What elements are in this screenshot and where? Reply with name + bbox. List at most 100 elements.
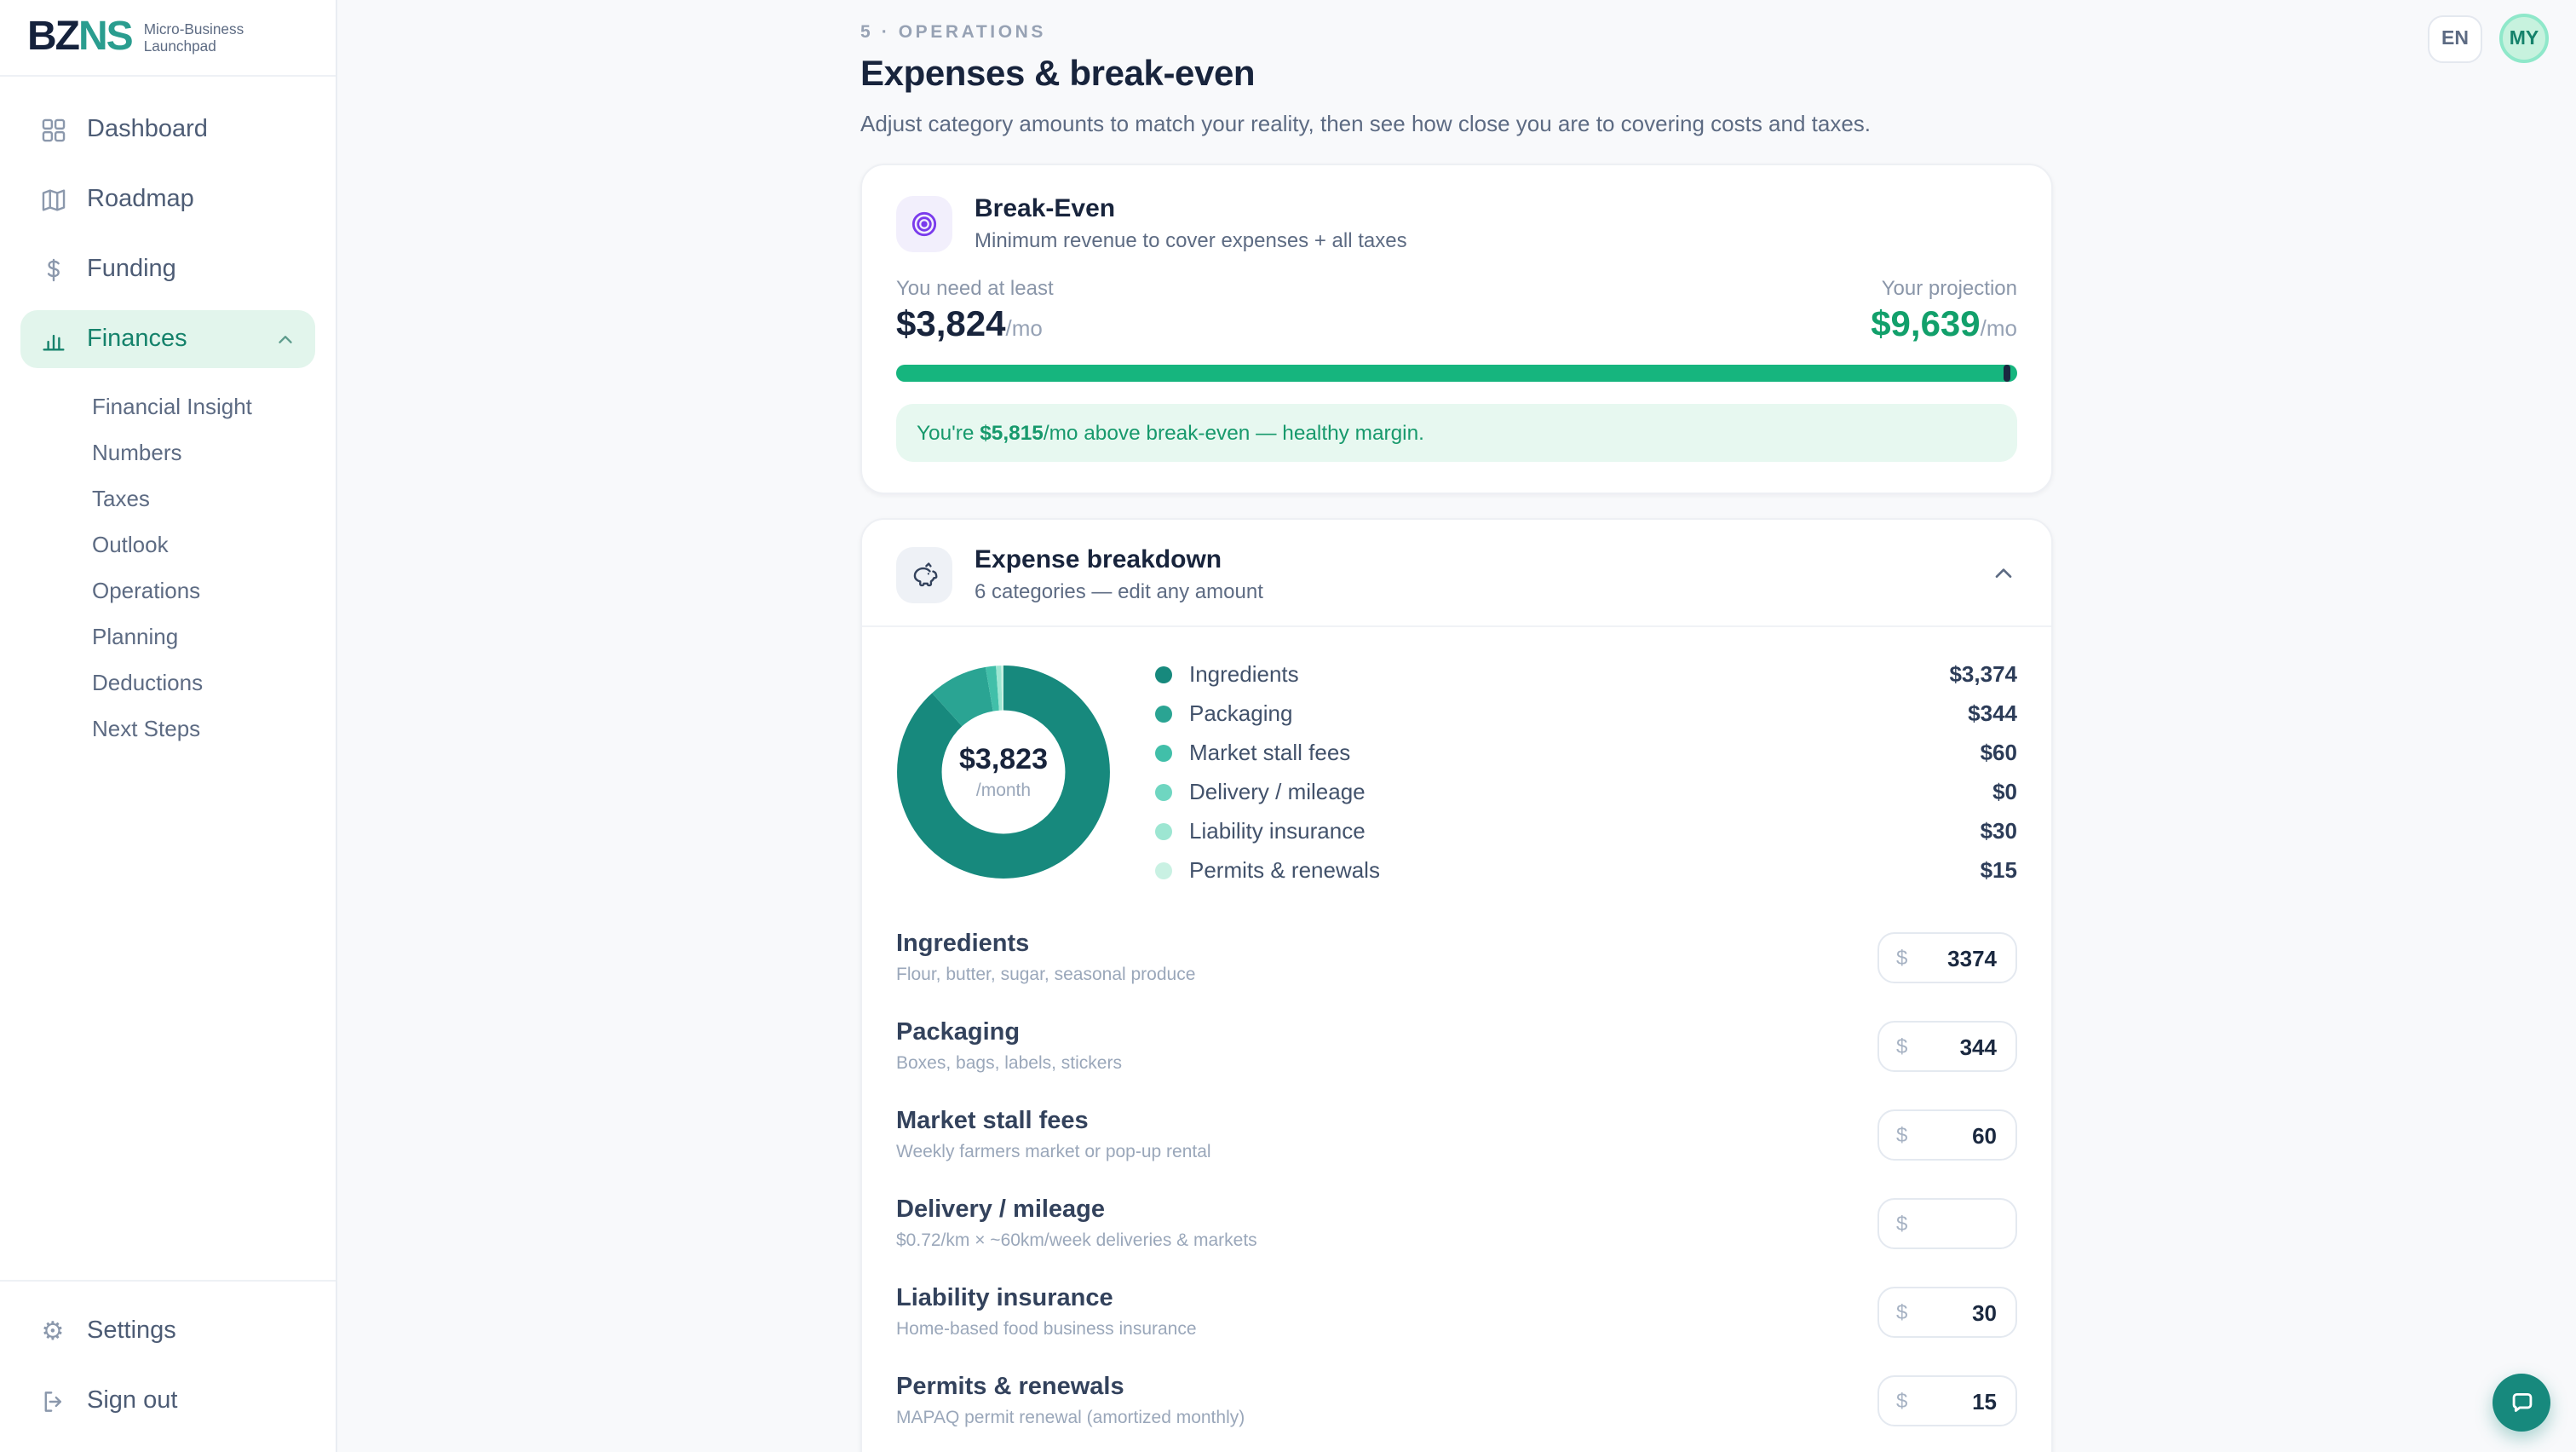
currency-symbol: $: [1896, 1212, 1908, 1236]
sidebar-subitem-taxes[interactable]: Taxes: [92, 486, 150, 511]
amount-input-delivery-mileage[interactable]: [1907, 1211, 1997, 1236]
sidebar-item-sign-out[interactable]: Sign out: [20, 1372, 315, 1430]
currency-symbol: $: [1896, 946, 1908, 970]
brand-tagline: Micro-Business Launchpad: [143, 20, 244, 55]
sidebar-item-funding[interactable]: Funding: [20, 240, 315, 298]
expense-description: Home-based food business insurance: [896, 1319, 1197, 1340]
logo-wordmark: BZNS: [27, 14, 134, 60]
legend-value: $3,374: [1949, 661, 2017, 687]
sidebar-item-label: Roadmap: [87, 186, 194, 213]
sidebar-item-label: Settings: [87, 1317, 176, 1345]
legend-label: Ingredients: [1189, 661, 1299, 687]
amount-input-packaging[interactable]: [1907, 1034, 1997, 1059]
sidebar-item-label: Sign out: [87, 1387, 178, 1415]
avatar[interactable]: MY: [2499, 14, 2549, 63]
expense-breakdown-card: Expense breakdown 6 categories — edit an…: [860, 518, 2053, 1452]
legend-dot: [1155, 822, 1172, 839]
card-subtitle: Minimum revenue to cover expenses + all …: [975, 228, 1407, 252]
amount-input-box: $: [1877, 1198, 2017, 1249]
legend-value: $344: [1968, 700, 2017, 726]
expense-description: Weekly farmers market or pop-up rental: [896, 1142, 1211, 1162]
sidebar: BZNS Micro-Business Launchpad Dashboard R…: [0, 0, 337, 1452]
sidebar-item-dashboard[interactable]: Dashboard: [20, 101, 315, 158]
legend-label: Permits & renewals: [1189, 857, 1380, 883]
expense-label: Market stall fees: [896, 1108, 1089, 1135]
margin-message: You're $5,815/mo above break-even — heal…: [896, 404, 2017, 462]
expense-row-market-stall-fees: Market stall fees Weekly farmers market o…: [896, 1091, 2017, 1179]
legend-label: Liability insurance: [1189, 818, 1366, 844]
sidebar-item-label: Funding: [87, 256, 176, 283]
card-subtitle: 6 categories — edit any amount: [975, 579, 1263, 603]
section-eyebrow: 5 · OPERATIONS: [860, 22, 1047, 43]
amount-input-box: $: [1877, 1109, 2017, 1161]
amount-input-box: $: [1877, 1287, 2017, 1338]
currency-symbol: $: [1896, 1300, 1908, 1324]
legend-value: $15: [1980, 857, 2017, 883]
expense-label: Ingredients: [896, 931, 1030, 958]
legend-dot: [1155, 783, 1172, 800]
legend-label: Packaging: [1189, 700, 1293, 726]
sidebar-subitem-financial-insight[interactable]: Financial Insight: [92, 394, 252, 419]
chat-button[interactable]: [2493, 1374, 2550, 1432]
finances-subnav: Financial Insight Numbers Taxes Outlook Oper…: [20, 380, 315, 752]
sidebar-subitem-outlook[interactable]: Outlook: [92, 532, 169, 557]
legend-item-packaging: Packaging $344: [1155, 694, 2017, 733]
card-title: Break-Even: [975, 194, 1116, 223]
language-button[interactable]: EN: [2428, 14, 2482, 62]
amount-input-box: $: [1877, 1021, 2017, 1072]
sign-out-icon: [37, 1386, 68, 1416]
amount-input-liability-insurance[interactable]: [1907, 1299, 1997, 1325]
currency-symbol: $: [1896, 1389, 1908, 1413]
sidebar-subitem-operations[interactable]: Operations: [92, 578, 201, 603]
projection-stat: Your projection $9,639/mo: [1871, 276, 2017, 344]
brand-logo: BZNS Micro-Business Launchpad: [0, 0, 336, 77]
sidebar-subitem-numbers[interactable]: Numbers: [92, 440, 182, 465]
sidebar-item-label: Finances: [87, 326, 187, 353]
grid-icon: [37, 114, 68, 145]
need-value: $3,824/mo: [896, 305, 1043, 344]
card-title: Expense breakdown: [975, 545, 1222, 574]
sidebar-item-roadmap[interactable]: Roadmap: [20, 170, 315, 228]
sidebar-subitem-next-steps[interactable]: Next Steps: [92, 716, 201, 741]
sidebar-footer: ⚙ Settings Sign out: [0, 1280, 336, 1452]
main-content: 5 · OPERATIONS Expenses & break-even Adj…: [337, 0, 2576, 1452]
legend-value: $0: [1992, 779, 2017, 804]
operations-section: 5 · OPERATIONS Expenses & break-even Adj…: [860, 22, 2053, 1452]
amount-input-box: $: [1877, 932, 2017, 983]
expense-description: $0.72/km × ~60km/week deliveries & marke…: [896, 1230, 1257, 1251]
sidebar-subitem-deductions[interactable]: Deductions: [92, 670, 204, 695]
expense-label: Permits & renewals: [896, 1374, 1124, 1401]
chat-bubble-icon: [2507, 1388, 2536, 1417]
expense-row-liability-insurance: Liability insurance Home-based food busin…: [896, 1268, 2017, 1357]
expense-description: MAPAQ permit renewal (amortized monthly): [896, 1408, 1245, 1428]
collapse-chevron-up-icon[interactable]: [1990, 561, 2017, 588]
map-icon: [37, 184, 68, 215]
legend-value: $60: [1980, 740, 2017, 765]
sidebar-item-settings[interactable]: ⚙ Settings: [20, 1302, 315, 1360]
break-even-card: Break-Even Minimum revenue to cover expe…: [860, 164, 2053, 494]
amount-input-ingredients[interactable]: [1907, 945, 1997, 971]
legend-item-liability-insurance: Liability insurance $30: [1155, 811, 2017, 850]
legend-dot: [1155, 861, 1172, 879]
page-title: Expenses & break-even: [860, 55, 1256, 94]
expense-row-packaging: Packaging Boxes, bags, labels, stickers $: [896, 1002, 2017, 1091]
sidebar-item-finances[interactable]: Finances: [20, 310, 315, 368]
currency-symbol: $: [1896, 1034, 1908, 1058]
expense-row-ingredients: Ingredients Flour, butter, sugar, seasona…: [896, 913, 2017, 1002]
amount-input-permits-renewals[interactable]: [1907, 1388, 1997, 1414]
legend-label: Delivery / mileage: [1189, 779, 1366, 804]
legend-item-delivery-mileage: Delivery / mileage $0: [1155, 772, 2017, 811]
donut-segment-permits-renewals: [897, 666, 1110, 879]
legend-label: Market stall fees: [1189, 740, 1351, 765]
legend-dot: [1155, 666, 1172, 683]
piggy-bank-icon: [896, 546, 952, 602]
amount-input-market-stall-fees[interactable]: [1907, 1122, 1997, 1148]
expense-description: Boxes, bags, labels, stickers: [896, 1053, 1122, 1074]
target-icon: [896, 195, 952, 251]
donut-total: $3,823: [959, 743, 1048, 775]
break-even-progress-bar: [896, 365, 2017, 382]
expense-label: Delivery / mileage: [896, 1196, 1106, 1224]
chevron-up-icon: [274, 327, 298, 351]
sidebar-subitem-planning[interactable]: Planning: [92, 624, 179, 649]
